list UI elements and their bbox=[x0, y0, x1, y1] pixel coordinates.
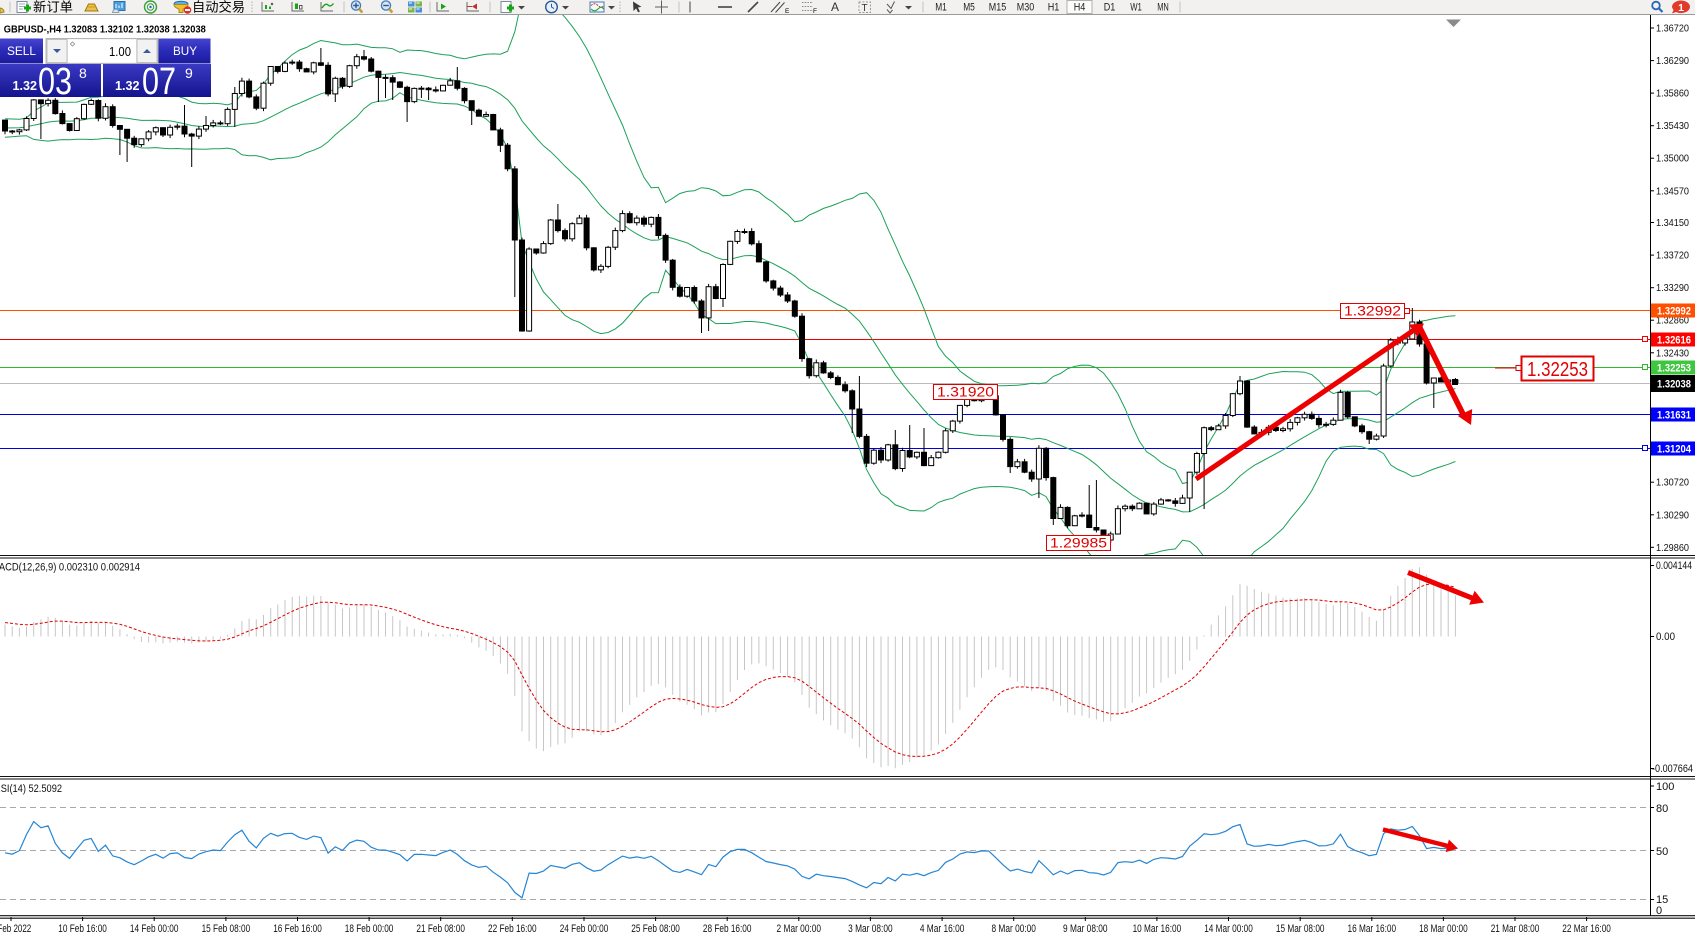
svg-text:1.34570: 1.34570 bbox=[1656, 185, 1689, 197]
svg-text:D1: D1 bbox=[1104, 2, 1116, 14]
svg-text:E: E bbox=[785, 8, 790, 15]
svg-text:BUY: BUY bbox=[173, 44, 197, 58]
svg-text:1.31920: 1.31920 bbox=[937, 384, 994, 400]
svg-text:1.32038: 1.32038 bbox=[1657, 379, 1691, 391]
svg-text:15: 15 bbox=[1656, 894, 1668, 906]
svg-text:22 Feb 16:00: 22 Feb 16:00 bbox=[488, 923, 537, 935]
svg-text:1.29985: 1.29985 bbox=[1050, 535, 1107, 551]
svg-text:1.31631: 1.31631 bbox=[1657, 410, 1691, 422]
svg-text:T: T bbox=[862, 3, 868, 14]
svg-text:100: 100 bbox=[1656, 781, 1674, 793]
svg-text:24 Feb 00:00: 24 Feb 00:00 bbox=[560, 923, 609, 935]
svg-text:80: 80 bbox=[1656, 803, 1668, 815]
svg-text:M30: M30 bbox=[1017, 2, 1034, 14]
svg-text:9 Feb 2022: 9 Feb 2022 bbox=[0, 923, 31, 935]
svg-text:1.32616: 1.32616 bbox=[1657, 335, 1691, 347]
svg-text:16 Mar 16:00: 16 Mar 16:00 bbox=[1348, 923, 1397, 935]
svg-text:F: F bbox=[813, 8, 817, 15]
svg-text:1.30720: 1.30720 bbox=[1656, 477, 1689, 489]
svg-text:1.33290: 1.33290 bbox=[1656, 282, 1689, 294]
svg-text:M15: M15 bbox=[989, 2, 1006, 14]
svg-text:1.33720: 1.33720 bbox=[1656, 250, 1689, 262]
svg-text:1.36290: 1.36290 bbox=[1656, 55, 1689, 67]
svg-text:1.32253: 1.32253 bbox=[1527, 359, 1588, 381]
svg-text:1.35860: 1.35860 bbox=[1656, 88, 1689, 100]
svg-text:10 Feb 16:00: 10 Feb 16:00 bbox=[58, 923, 107, 935]
svg-text:自动交易: 自动交易 bbox=[192, 0, 245, 15]
svg-text:50: 50 bbox=[1656, 846, 1668, 858]
svg-text:A: A bbox=[831, 0, 839, 14]
svg-text:14 Mar 00:00: 14 Mar 00:00 bbox=[1204, 923, 1253, 935]
svg-text:8: 8 bbox=[79, 65, 87, 81]
svg-text:1.36720: 1.36720 bbox=[1656, 23, 1689, 35]
svg-text:22 Mar 16:00: 22 Mar 16:00 bbox=[1562, 923, 1611, 935]
svg-text:8 Mar 00:00: 8 Mar 00:00 bbox=[991, 923, 1036, 935]
svg-text:28 Feb 16:00: 28 Feb 16:00 bbox=[703, 923, 752, 935]
svg-text:1: 1 bbox=[1678, 2, 1684, 14]
svg-text:MACD(12,26,9) 0.002310 0.00291: MACD(12,26,9) 0.002310 0.002914 bbox=[0, 562, 140, 574]
svg-text:18 Feb 00:00: 18 Feb 00:00 bbox=[345, 923, 394, 935]
svg-text:1.35430: 1.35430 bbox=[1656, 120, 1689, 132]
svg-text:14 Feb 00:00: 14 Feb 00:00 bbox=[130, 923, 179, 935]
svg-text:1.32992: 1.32992 bbox=[1657, 306, 1691, 318]
svg-text:16 Feb 16:00: 16 Feb 16:00 bbox=[273, 923, 322, 935]
svg-text:15 Feb 08:00: 15 Feb 08:00 bbox=[202, 923, 251, 935]
svg-text:MN: MN bbox=[1157, 2, 1169, 14]
svg-text:1.32860: 1.32860 bbox=[1656, 315, 1689, 327]
svg-text:1.32992: 1.32992 bbox=[1344, 303, 1401, 319]
svg-text:SELL: SELL bbox=[7, 44, 36, 58]
svg-text:0.004144: 0.004144 bbox=[1656, 560, 1692, 572]
svg-text:1.34150: 1.34150 bbox=[1656, 217, 1689, 229]
svg-text:W1: W1 bbox=[1130, 2, 1142, 14]
svg-text:1.32: 1.32 bbox=[115, 78, 140, 93]
svg-text:03: 03 bbox=[38, 61, 72, 103]
svg-text:0: 0 bbox=[1656, 905, 1662, 917]
svg-text:1.32: 1.32 bbox=[13, 78, 38, 93]
svg-text:1.00: 1.00 bbox=[109, 45, 131, 59]
svg-text:9: 9 bbox=[185, 65, 193, 81]
svg-text:1.29860: 1.29860 bbox=[1656, 542, 1689, 554]
svg-text:21 Mar 08:00: 21 Mar 08:00 bbox=[1491, 923, 1540, 935]
svg-text:1.32430: 1.32430 bbox=[1656, 347, 1689, 359]
svg-text:10 Mar 16:00: 10 Mar 16:00 bbox=[1133, 923, 1182, 935]
svg-text:21 Feb 08:00: 21 Feb 08:00 bbox=[416, 923, 465, 935]
svg-text:1.35000: 1.35000 bbox=[1656, 153, 1689, 165]
svg-text:RSI(14) 52.5092: RSI(14) 52.5092 bbox=[0, 783, 62, 795]
svg-text:2 Mar 00:00: 2 Mar 00:00 bbox=[777, 923, 822, 935]
svg-text:1.32253: 1.32253 bbox=[1657, 363, 1691, 375]
svg-text:0.00: 0.00 bbox=[1656, 631, 1675, 643]
svg-text:新订单: 新订单 bbox=[33, 0, 73, 15]
svg-text:9 Mar 08:00: 9 Mar 08:00 bbox=[1063, 923, 1108, 935]
svg-text:M1: M1 bbox=[935, 2, 947, 14]
svg-text:GBPUSD-,H4 1.32083 1.32102 1.: GBPUSD-,H4 1.32083 1.32102 1.32038 1.320… bbox=[4, 25, 206, 36]
svg-text:3 Mar 08:00: 3 Mar 08:00 bbox=[848, 923, 893, 935]
svg-text:07: 07 bbox=[142, 61, 176, 103]
svg-text:H1: H1 bbox=[1048, 2, 1060, 14]
svg-text:1.30290: 1.30290 bbox=[1656, 509, 1689, 521]
svg-text:M5: M5 bbox=[963, 2, 975, 14]
svg-text:15 Mar 08:00: 15 Mar 08:00 bbox=[1276, 923, 1325, 935]
svg-text:-0.007664: -0.007664 bbox=[1652, 763, 1693, 775]
svg-text:25 Feb 08:00: 25 Feb 08:00 bbox=[631, 923, 680, 935]
svg-text:1.31204: 1.31204 bbox=[1657, 444, 1692, 456]
svg-text:4 Mar 16:00: 4 Mar 16:00 bbox=[920, 923, 965, 935]
svg-text:H4: H4 bbox=[1074, 2, 1086, 14]
svg-text:18 Mar 00:00: 18 Mar 00:00 bbox=[1419, 923, 1468, 935]
